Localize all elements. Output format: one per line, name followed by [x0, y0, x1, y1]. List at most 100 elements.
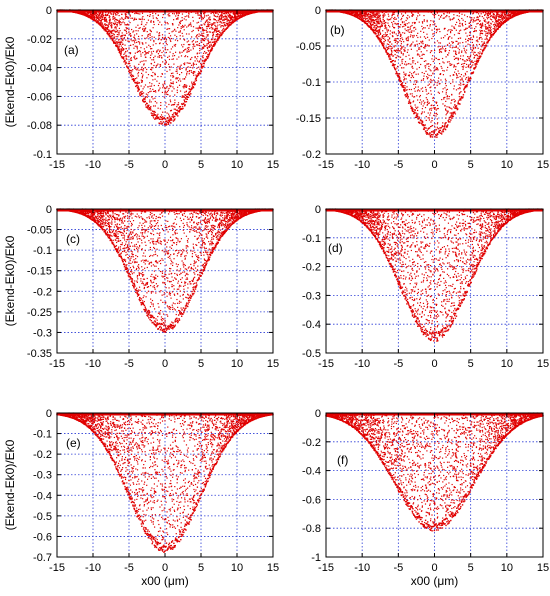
- data-point: [89, 14, 91, 16]
- data-point: [360, 16, 362, 18]
- data-point: [186, 72, 188, 74]
- data-point: [153, 41, 155, 43]
- data-point: [379, 17, 381, 19]
- data-point: [469, 21, 471, 23]
- data-point: [406, 86, 408, 88]
- data-point: [121, 18, 123, 20]
- data-point: [430, 121, 432, 123]
- data-point: [93, 12, 95, 14]
- data-point: [95, 17, 97, 19]
- data-point: [384, 14, 386, 16]
- data-point: [187, 96, 190, 98]
- data-point: [392, 35, 394, 37]
- data-point: [227, 19, 230, 22]
- data-point: [403, 50, 405, 52]
- data-point: [188, 13, 190, 15]
- data-point: [190, 93, 192, 95]
- data-point: [123, 29, 126, 31]
- data-point: [105, 12, 107, 14]
- data-point: [127, 67, 130, 70]
- data-point: [149, 57, 152, 59]
- data-point: [391, 47, 393, 49]
- data-point: [133, 65, 135, 67]
- data-point: [220, 15, 223, 17]
- data-point: [220, 25, 222, 27]
- data-point: [179, 106, 181, 108]
- data-point: [144, 37, 146, 39]
- data-point: [127, 24, 130, 26]
- data-point: [107, 26, 109, 28]
- data-point: [383, 36, 385, 38]
- data-point: [435, 13, 437, 15]
- data-point: [482, 43, 484, 45]
- data-point: [153, 61, 156, 63]
- data-point: [444, 35, 446, 37]
- data-point: [191, 36, 193, 38]
- data-point: [226, 16, 228, 18]
- data-point: [435, 115, 437, 117]
- data-point: [143, 25, 145, 27]
- data-point: [368, 17, 370, 19]
- data-point: [164, 21, 166, 23]
- data-point: [184, 24, 186, 26]
- data-point: [167, 89, 170, 91]
- data-point: [119, 42, 121, 44]
- data-point: [172, 114, 174, 116]
- data-point: [429, 114, 431, 116]
- data-point: [138, 93, 141, 95]
- data-point: [167, 14, 169, 16]
- data-point: [179, 52, 181, 54]
- data-point: [184, 49, 186, 51]
- data-point: [196, 58, 198, 60]
- data-point: [215, 25, 217, 27]
- data-point: [183, 100, 186, 102]
- data-point: [219, 35, 221, 38]
- data-point: [480, 23, 482, 26]
- data-point: [143, 101, 146, 103]
- data-point: [458, 25, 460, 27]
- data-point: [118, 34, 120, 36]
- data-point: [201, 27, 203, 29]
- data-point: [174, 51, 177, 53]
- data-point: [150, 21, 152, 23]
- data-point: [136, 69, 138, 71]
- data-point: [183, 63, 186, 66]
- data-point: [494, 27, 496, 29]
- data-point: [184, 16, 186, 18]
- data-point: [165, 42, 167, 44]
- data-point: [404, 32, 406, 34]
- data-point: [212, 23, 214, 25]
- data-point: [116, 19, 119, 21]
- data-point: [198, 25, 201, 27]
- data-point: [140, 55, 142, 57]
- data-point: [116, 41, 118, 43]
- data-point: [106, 30, 108, 33]
- data-point: [188, 73, 190, 75]
- data-point: [125, 62, 127, 64]
- data-point: [176, 112, 179, 114]
- data-point: [134, 82, 137, 84]
- data-point: [183, 85, 185, 87]
- data-point: [172, 117, 175, 119]
- data-point: [490, 29, 492, 31]
- data-point: [453, 14, 455, 16]
- data-point: [192, 72, 194, 74]
- data-point: [484, 38, 486, 40]
- data-point: [444, 82, 447, 85]
- data-point: [434, 42, 436, 44]
- data-point: [180, 64, 182, 66]
- data-point: [424, 27, 426, 29]
- data-point: [465, 60, 467, 62]
- data-point: [98, 13, 100, 15]
- x-tick-label: -10: [85, 159, 101, 171]
- data-point: [228, 25, 230, 27]
- data-point: [425, 90, 427, 92]
- data-point: [421, 57, 423, 60]
- data-point: [218, 36, 221, 39]
- data-point: [177, 107, 180, 109]
- data-point: [192, 83, 194, 85]
- data-point: [459, 37, 461, 39]
- data-point: [359, 17, 361, 19]
- data-point: [188, 23, 190, 25]
- data-point: [180, 55, 183, 57]
